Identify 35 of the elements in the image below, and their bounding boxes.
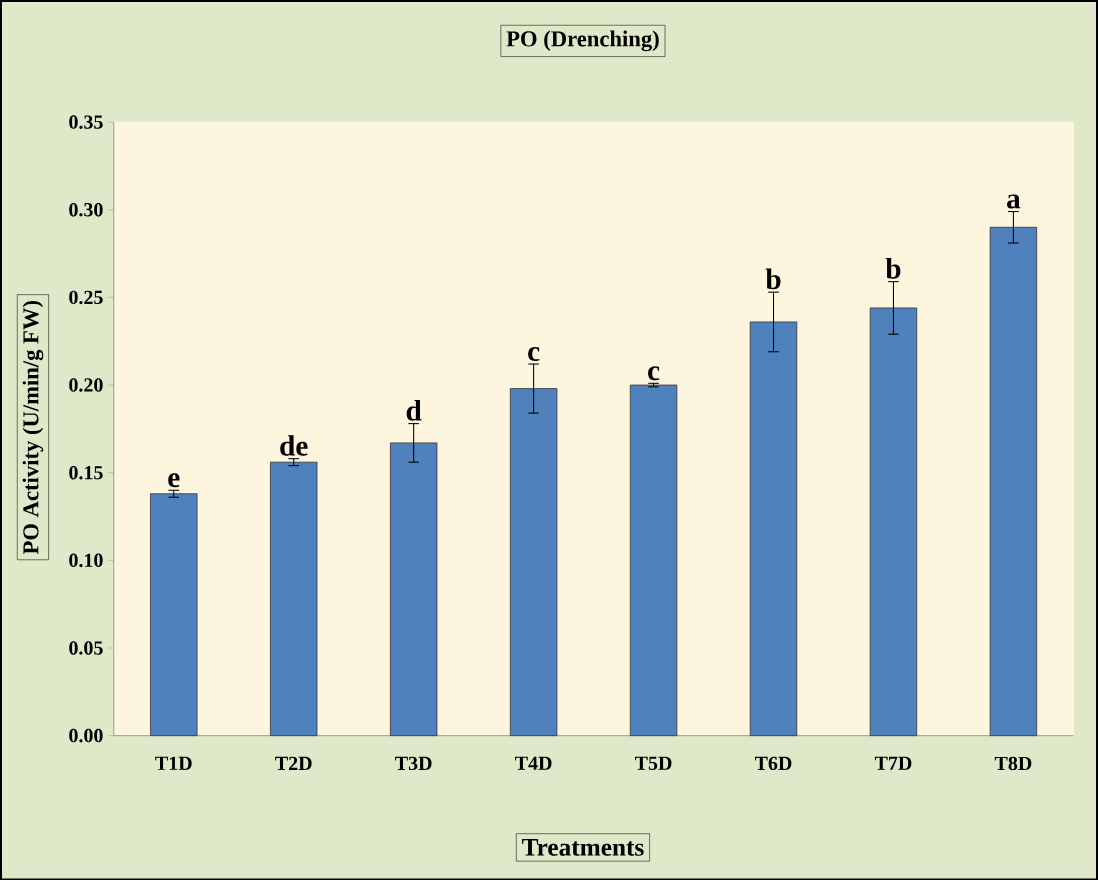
y-tick-label: 0.10 [69, 553, 103, 567]
bar [389, 442, 438, 736]
annotation: b [765, 268, 781, 290]
x-tick-label: T5D [635, 756, 672, 770]
annotation: a [1007, 194, 1021, 209]
x-tick-label: T8D [994, 756, 1032, 770]
x-tick-label: T2D [275, 756, 312, 770]
x-tick-label: T6D [754, 756, 792, 770]
x-axis-title: Treatments [522, 838, 644, 856]
x-tick-label: T1D [155, 756, 192, 770]
bar [270, 461, 318, 736]
bar [509, 387, 558, 736]
x-tick-label: T7D [874, 756, 912, 770]
annotation: e [168, 473, 180, 488]
bar [869, 307, 918, 736]
annotation: d [406, 399, 422, 421]
y-tick-label: 0.35 [69, 115, 103, 129]
bar [749, 321, 798, 736]
y-tick-label: 0.20 [69, 378, 103, 392]
y-tick-label: 0.05 [69, 641, 103, 655]
annotation: b [885, 257, 901, 279]
bar [989, 226, 1038, 736]
y-tick-label: 0.15 [69, 465, 103, 480]
y-axis-title: PO Activity (U/min/g FW) [22, 300, 44, 554]
y-tick-label: 0.00 [69, 728, 103, 743]
bar [150, 493, 198, 736]
bar [629, 384, 678, 736]
annotation: de [280, 434, 308, 456]
annotation: c [648, 366, 660, 381]
x-tick-label: T4D [515, 756, 552, 770]
x-tick-label: T3D [395, 756, 432, 770]
y-tick-label: 0.30 [69, 202, 103, 217]
chart-title: PO (Drenching) [506, 30, 659, 52]
annotation: c [528, 346, 540, 361]
y-tick-label: 0.25 [69, 290, 103, 305]
